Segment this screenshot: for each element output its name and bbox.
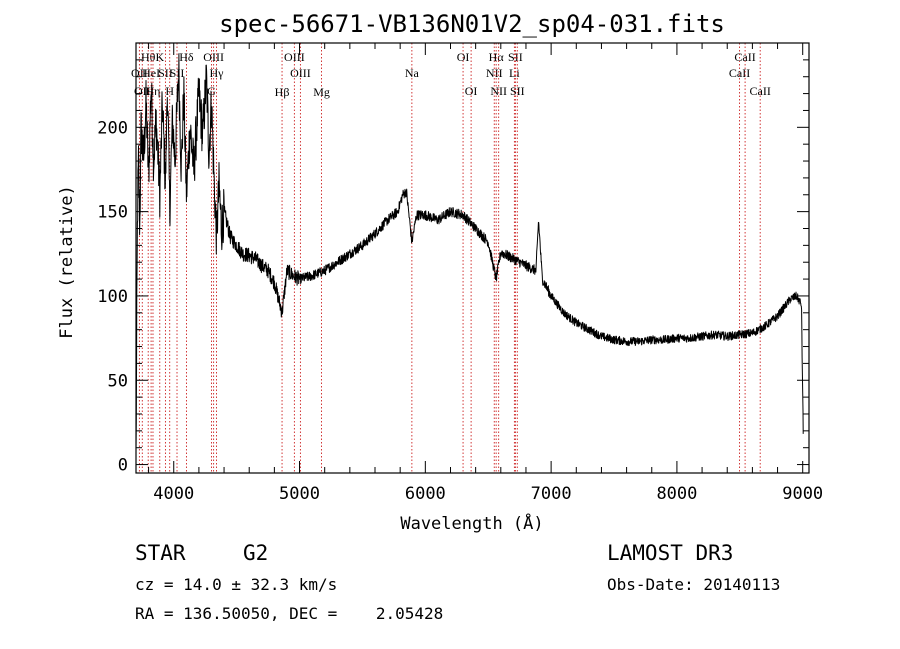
x-axis-label: Wavelength (Å) <box>400 512 543 534</box>
line-label: OIII <box>290 66 311 80</box>
line-label: Li <box>509 66 520 80</box>
line-label: OIII <box>203 50 224 64</box>
y-tick-label: 100 <box>97 287 128 307</box>
line-label: NII <box>486 66 503 80</box>
spectrum-layer <box>135 53 804 449</box>
line-label: CaII <box>750 84 771 98</box>
line-label: OIII <box>284 50 305 64</box>
x-tick-label: 6000 <box>405 484 446 504</box>
line-label: Hη <box>146 84 161 98</box>
survey-name: LAMOST DR3 <box>607 541 734 565</box>
line-label: OI <box>457 50 470 64</box>
line-label: HeI <box>142 66 160 80</box>
line-label: SII <box>170 66 185 80</box>
line-label: OII <box>131 66 148 80</box>
y-tick-label: 50 <box>108 371 128 391</box>
x-tick-label: 7000 <box>531 484 572 504</box>
y-tick-label: 0 <box>118 456 128 476</box>
y-axis-label: Flux (relative) <box>57 185 77 339</box>
x-tick-label: 4000 <box>153 484 194 504</box>
y-tick-label: 150 <box>97 203 128 223</box>
spectrum-line <box>135 53 804 449</box>
ra-dec-text: RA = 136.50050, DEC = 2.05428 <box>135 604 444 623</box>
line-label: Hβ <box>275 85 290 99</box>
line-markers: OIIOIIHθHeIHηKSIIHSIIHδGOIIIHγHβOIIIOIII… <box>131 43 771 473</box>
obs-date: Obs-Date: 20140113 <box>607 575 781 594</box>
line-label: SII <box>158 66 173 80</box>
x-tick-label: 8000 <box>656 484 697 504</box>
x-tick-label: 9000 <box>782 484 823 504</box>
line-label: SII <box>508 50 523 64</box>
x-tick-label: 5000 <box>279 484 320 504</box>
line-label: OI <box>465 84 478 98</box>
y-tick-label: 200 <box>97 118 128 138</box>
line-label: SII <box>510 84 525 98</box>
line-label: CaII <box>734 50 755 64</box>
spectral-class: STAR <box>135 541 186 565</box>
line-label: K <box>155 50 164 64</box>
line-label: Hγ <box>210 66 225 80</box>
line-label: H <box>165 84 174 98</box>
line-label: G <box>207 84 216 98</box>
spectral-subclass: G2 <box>243 541 269 565</box>
line-label: Hδ <box>179 50 194 64</box>
line-label: Na <box>405 66 420 80</box>
chart-title: spec-56671-VB136N01V2_sp04-031.fits <box>219 10 725 38</box>
line-label: Mg <box>313 85 330 99</box>
redshift-text: cz = 14.0 ± 32.3 km/s <box>135 575 338 594</box>
axis-ticks: 4000 5000 6000 7000 8000 9000 0 50 100 150 200 <box>97 43 823 504</box>
plot-frame <box>135 42 810 474</box>
line-label: NII <box>490 84 507 98</box>
line-label: Hθ <box>141 50 156 64</box>
line-label: CaII <box>729 66 750 80</box>
line-label: Hα <box>489 50 505 64</box>
